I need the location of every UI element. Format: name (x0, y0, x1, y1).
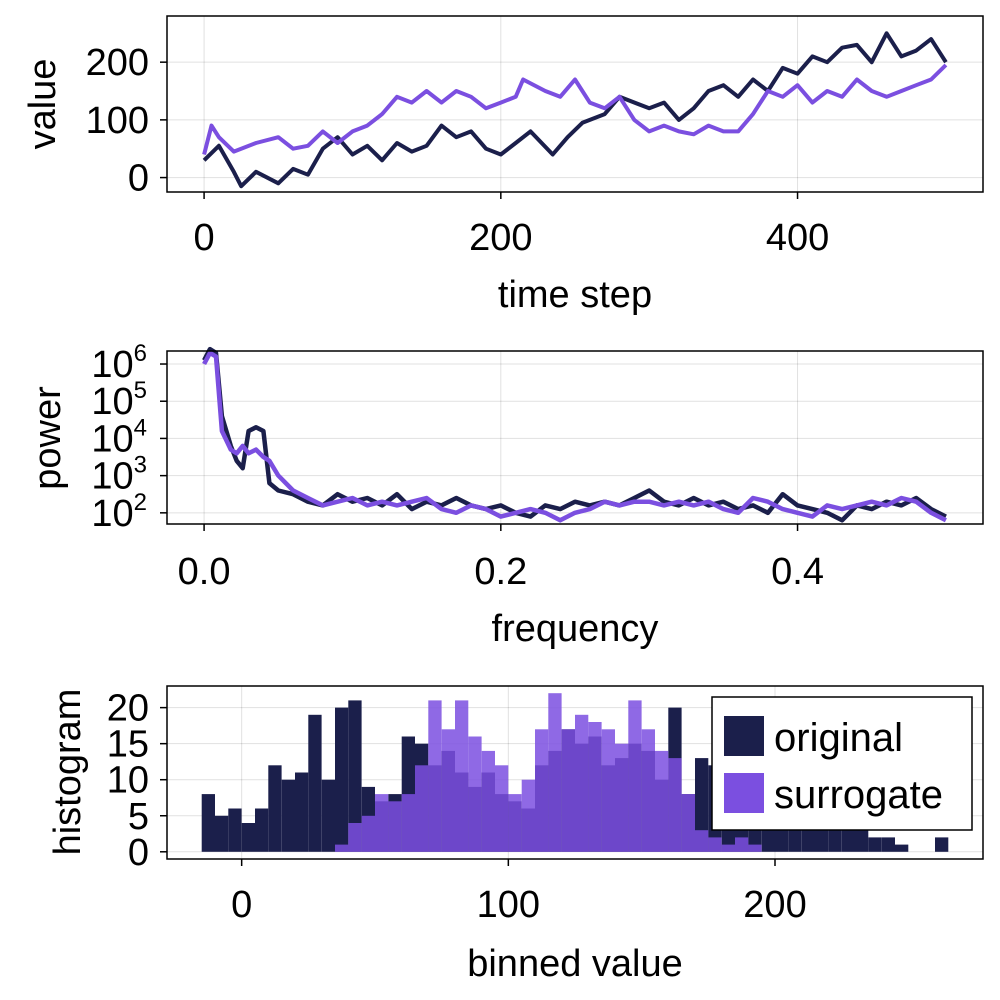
histogram-bar-original (228, 808, 242, 852)
power-spectrum-frame (166, 350, 984, 525)
histogram-ytick-label: 0 (128, 832, 149, 874)
histogram-bar-surrogate (748, 844, 762, 852)
histogram-bar-surrogate (415, 765, 429, 852)
legend-swatch-original (724, 716, 764, 756)
histogram-bar-original (215, 815, 229, 852)
histogram-bar-original (268, 765, 282, 852)
histogram-frame (166, 685, 984, 860)
histogram-bar-original (881, 837, 895, 852)
histogram-xlabel: binned value (467, 943, 683, 985)
histogram-bar-surrogate (375, 794, 389, 852)
histogram-bar-surrogate (575, 714, 589, 852)
power-spectrum-ytick-label: 103 (91, 452, 147, 498)
histogram-bar-original (335, 707, 349, 852)
legend-label-surrogate: surrogate (774, 773, 943, 817)
histogram-bar-surrogate (681, 794, 695, 852)
histogram-bar-surrogate (641, 729, 655, 852)
histogram-bar-surrogate (655, 750, 669, 852)
histogram-bar-surrogate (561, 729, 575, 852)
power-spectrum-ytick-label: 102 (91, 489, 147, 535)
time-series-line-original (202, 31, 948, 189)
histogram-bar-surrogate (668, 758, 682, 852)
time-series-xtick-label: 400 (766, 217, 829, 259)
histogram-bar-surrogate (335, 844, 349, 852)
histogram-bar-surrogate (628, 700, 642, 852)
time-series-frame (166, 15, 984, 193)
histogram-bar-original (855, 830, 869, 852)
histogram-bar-surrogate (548, 693, 562, 852)
histogram-bar-surrogate (601, 729, 615, 852)
time-series-panel: 0 200 400 0 100 200 time step value (22, 15, 984, 316)
legend: original surrogate (711, 696, 973, 831)
power-spectrum-xtick-label: 0.2 (474, 551, 527, 593)
histogram-bar-surrogate (441, 729, 455, 852)
power-spectrum-ylabel: power (27, 386, 69, 490)
time-series-xtick-label: 200 (469, 217, 532, 259)
histogram-bar-original (295, 772, 309, 852)
histogram-bar-surrogate (735, 837, 749, 852)
histogram-bar-original (321, 779, 335, 852)
power-spectrum-line-surrogate (202, 350, 947, 523)
time-series-xlabel: time step (498, 274, 652, 316)
histogram-bar-surrogate (588, 722, 602, 852)
power-spectrum-xtick-label: 0.0 (178, 551, 231, 593)
histogram-xtick-label: 100 (477, 884, 540, 926)
time-series-ytick-label: 200 (86, 42, 149, 84)
histogram-bar-surrogate (388, 801, 402, 852)
histogram-bar-surrogate (481, 750, 495, 852)
power-spectrum-xlabel: frequency (492, 608, 659, 650)
histogram-bar-surrogate (695, 830, 709, 852)
histogram-bar-original (255, 808, 269, 852)
power-spectrum-xtick-label: 0.4 (771, 551, 824, 593)
histogram-bar-surrogate (708, 837, 722, 852)
histogram-bar-surrogate (721, 844, 735, 852)
histogram-bar-surrogate (468, 736, 482, 852)
histogram-bar-surrogate (428, 700, 442, 852)
histogram-bar-original (308, 714, 322, 852)
legend-swatch-surrogate (724, 773, 764, 813)
histogram-ylabel: histogram (47, 689, 89, 856)
histogram-bar-surrogate (361, 815, 375, 852)
histogram-ytick-label: 5 (128, 796, 149, 838)
histogram-ytick-label: 10 (107, 760, 149, 802)
histogram-bar-surrogate (615, 743, 629, 852)
time-series-ytick-label: 100 (86, 100, 149, 142)
histogram-bar-surrogate (508, 794, 522, 852)
histogram-bar-surrogate (521, 779, 535, 852)
histogram-bar-surrogate (348, 823, 362, 852)
power-spectrum-ytick-label: 104 (91, 414, 147, 460)
time-series-line-surrogate (202, 63, 948, 155)
histogram-bar-original (348, 700, 362, 852)
power-spectrum-ytick-label: 106 (91, 340, 147, 386)
time-series-ylabel: value (22, 59, 64, 150)
histogram-ytick-label: 15 (107, 724, 149, 766)
histogram-xtick-label: 200 (743, 884, 806, 926)
legend-label-original: original (774, 716, 903, 760)
histogram-ytick-label: 20 (107, 688, 149, 730)
histogram-bar-original (895, 844, 909, 852)
time-series-ytick-label: 0 (128, 158, 149, 200)
power-spectrum-line-original (202, 346, 947, 523)
histogram-xtick-label: 0 (231, 884, 252, 926)
histogram-bar-surrogate (535, 729, 549, 852)
histogram-bar-original (281, 779, 295, 852)
histogram-bar-original (201, 794, 215, 852)
histogram-bar-original (695, 758, 709, 852)
histogram-bar-surrogate (455, 700, 469, 852)
histogram-bar-original (241, 823, 255, 852)
histogram-bar-original (868, 837, 882, 852)
time-series-xtick-label: 0 (194, 217, 215, 259)
histogram-bar-surrogate (401, 794, 415, 852)
histogram-bar-original (935, 837, 949, 852)
power-spectrum-ytick-label: 105 (91, 377, 147, 423)
histogram-bar-surrogate (495, 765, 509, 852)
